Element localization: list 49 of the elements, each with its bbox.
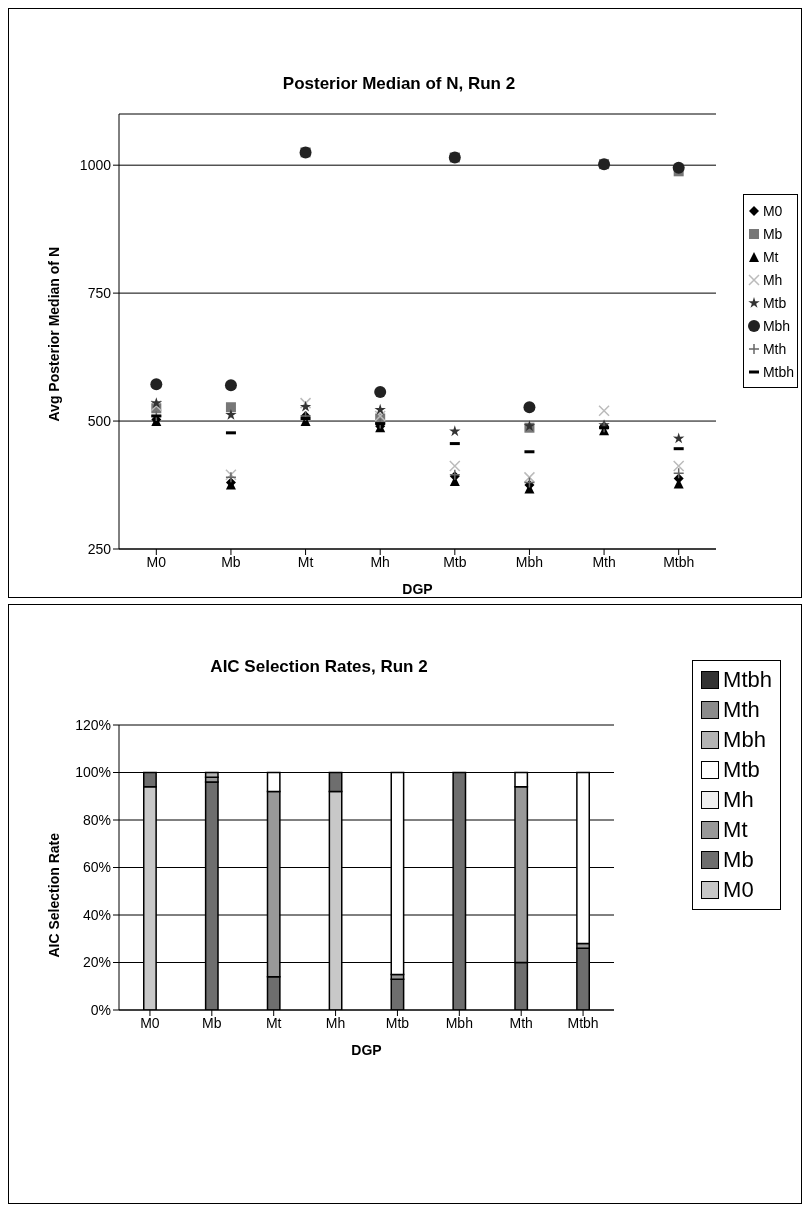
x-tick-label: Mbh (445, 1014, 473, 1031)
y-tick-label: 1000 (79, 157, 112, 174)
y-tick-label: 250 (87, 540, 112, 557)
x-tick-label: Mt (265, 1014, 282, 1031)
y-tick-label: 100% (75, 764, 111, 781)
legend-label: Mth (723, 697, 760, 723)
legend-label: Mth (762, 340, 787, 357)
legend-label: Mt (762, 248, 779, 265)
x-tick-label: Mb (221, 553, 241, 570)
x-tick-label: Mt (297, 553, 314, 570)
y-tick-label: 0% (90, 1001, 111, 1018)
x-tick-label: Mtb (443, 553, 467, 570)
y-axis-title: AIC Selection Rate (45, 832, 62, 958)
y-tick-label: 80% (82, 811, 111, 828)
legend-label: M0 (762, 202, 783, 219)
y-tick-label: 20% (82, 954, 111, 971)
legend-label: Mtbh (723, 667, 772, 693)
x-tick-label: Mb (202, 1014, 222, 1031)
legend-label: Mb (762, 225, 783, 242)
chart-title: Posterior Median of N, Run 2 (281, 74, 517, 94)
x-axis-title: DGP (402, 581, 433, 597)
y-tick-label: 40% (82, 906, 111, 923)
legend-label: Mtb (723, 757, 760, 783)
x-tick-label: Mbh (515, 553, 544, 570)
legend-label: M0 (723, 877, 754, 903)
x-axis-title: DGP (351, 1042, 382, 1058)
x-tick-label: Mth (509, 1014, 533, 1031)
chart-title: AIC Selection Rates, Run 2 (209, 657, 429, 677)
legend-label: Mtb (762, 294, 787, 311)
y-tick-label: 500 (87, 413, 112, 430)
y-axis-title: Avg Posterior Median of N (45, 246, 62, 422)
x-tick-label: Mh (370, 553, 390, 570)
legend-label: Mh (762, 271, 783, 288)
legend-label: Mb (723, 847, 754, 873)
x-tick-label: Mtb (385, 1014, 410, 1031)
y-tick-label: 750 (87, 285, 112, 302)
legend-label: Mt (723, 817, 748, 843)
legend-label: Mh (723, 787, 754, 813)
legend-label: Mtbh (762, 363, 794, 380)
x-tick-label: Mth (592, 553, 616, 570)
y-tick-label: 60% (82, 859, 111, 876)
x-tick-label: Mh (325, 1014, 346, 1031)
legend-label: Mbh (723, 727, 766, 753)
legend-label: Mbh (762, 317, 791, 334)
x-tick-label: Mtbh (567, 1014, 599, 1031)
x-tick-label: M0 (146, 553, 167, 570)
y-tick-label: 120% (75, 716, 111, 733)
x-tick-label: Mtbh (663, 553, 695, 570)
x-tick-label: M0 (140, 1014, 160, 1031)
